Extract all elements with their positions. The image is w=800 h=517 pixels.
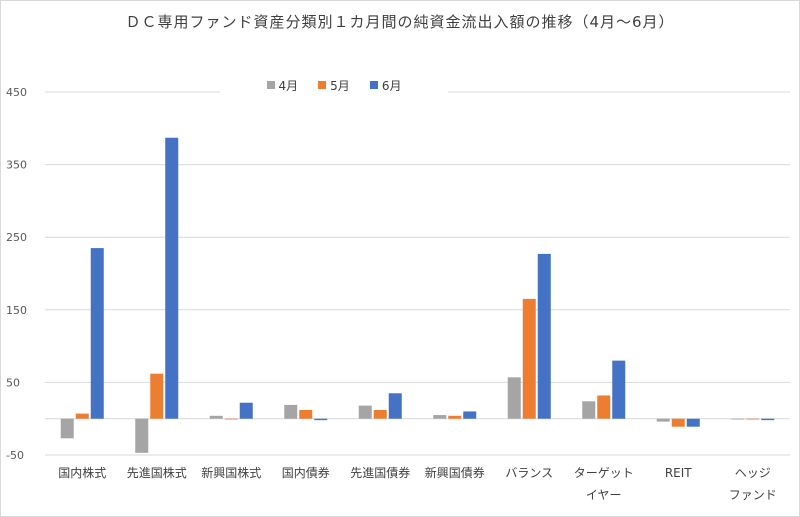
bar — [135, 418, 149, 453]
legend-label-april: 4月 — [278, 78, 299, 93]
legend-label-may: 5月 — [330, 78, 350, 93]
x-category-label: 国内株式 — [58, 465, 106, 480]
bar — [165, 137, 179, 419]
bar — [656, 418, 670, 422]
x-category-label: 新興国株式 — [201, 465, 261, 480]
bar — [746, 418, 760, 420]
bar — [433, 415, 447, 419]
bar — [671, 418, 685, 427]
x-category-label: ヘッジ — [735, 466, 771, 480]
bar — [299, 409, 313, 419]
bar — [582, 401, 596, 419]
y-tick-label: -50 — [6, 449, 24, 462]
legend-item-june: 6月 — [369, 77, 402, 94]
y-tick-label: 50 — [6, 376, 20, 389]
bar — [209, 415, 223, 419]
bar — [388, 393, 402, 419]
x-category-label: 先進国債券 — [350, 465, 410, 480]
y-tick-label: 150 — [6, 304, 27, 317]
legend-swatch-may — [318, 81, 327, 89]
x-category-label: 先進国株式 — [127, 465, 187, 480]
bar — [761, 418, 775, 421]
bar — [522, 298, 536, 419]
legend-label-june: 6月 — [381, 78, 402, 93]
legend-item-april: 4月 — [266, 77, 299, 94]
bar — [686, 418, 700, 427]
bar — [90, 248, 104, 419]
y-tick-label: 250 — [6, 231, 27, 244]
legend-item-may: 5月 — [318, 77, 350, 94]
bar — [75, 413, 89, 419]
bar — [448, 415, 462, 419]
x-category-label: 国内債券 — [282, 465, 330, 480]
bar — [224, 418, 238, 420]
bar — [239, 402, 253, 419]
x-category-label: 新興国債券 — [425, 465, 485, 480]
y-tick-label: 350 — [6, 159, 27, 172]
y-tick-label: 450 — [6, 86, 27, 99]
bar — [284, 404, 298, 419]
legend: 4月 5月 6月 — [220, 74, 448, 96]
bar — [314, 418, 328, 421]
legend-swatch-june — [369, 81, 378, 89]
x-category-label: イヤー — [586, 488, 622, 502]
bar — [60, 418, 74, 439]
bar — [463, 411, 477, 419]
x-category-label: ターゲット — [574, 466, 634, 480]
bar — [373, 409, 387, 419]
bar — [507, 377, 521, 419]
bar — [731, 418, 745, 420]
bar — [358, 405, 372, 419]
legend-swatch-april — [266, 81, 275, 89]
bar — [150, 373, 164, 419]
bar — [612, 360, 626, 419]
bar — [537, 253, 551, 419]
chart-title: ＤＣ専用ファンド資産分類別１カ月間の純資金流出入額の推移（4月～6月） — [125, 13, 675, 31]
x-category-label: ファンド — [729, 488, 777, 502]
x-category-label: バランス — [505, 466, 553, 480]
x-category-label: REIT — [665, 466, 692, 480]
bar — [597, 395, 611, 419]
